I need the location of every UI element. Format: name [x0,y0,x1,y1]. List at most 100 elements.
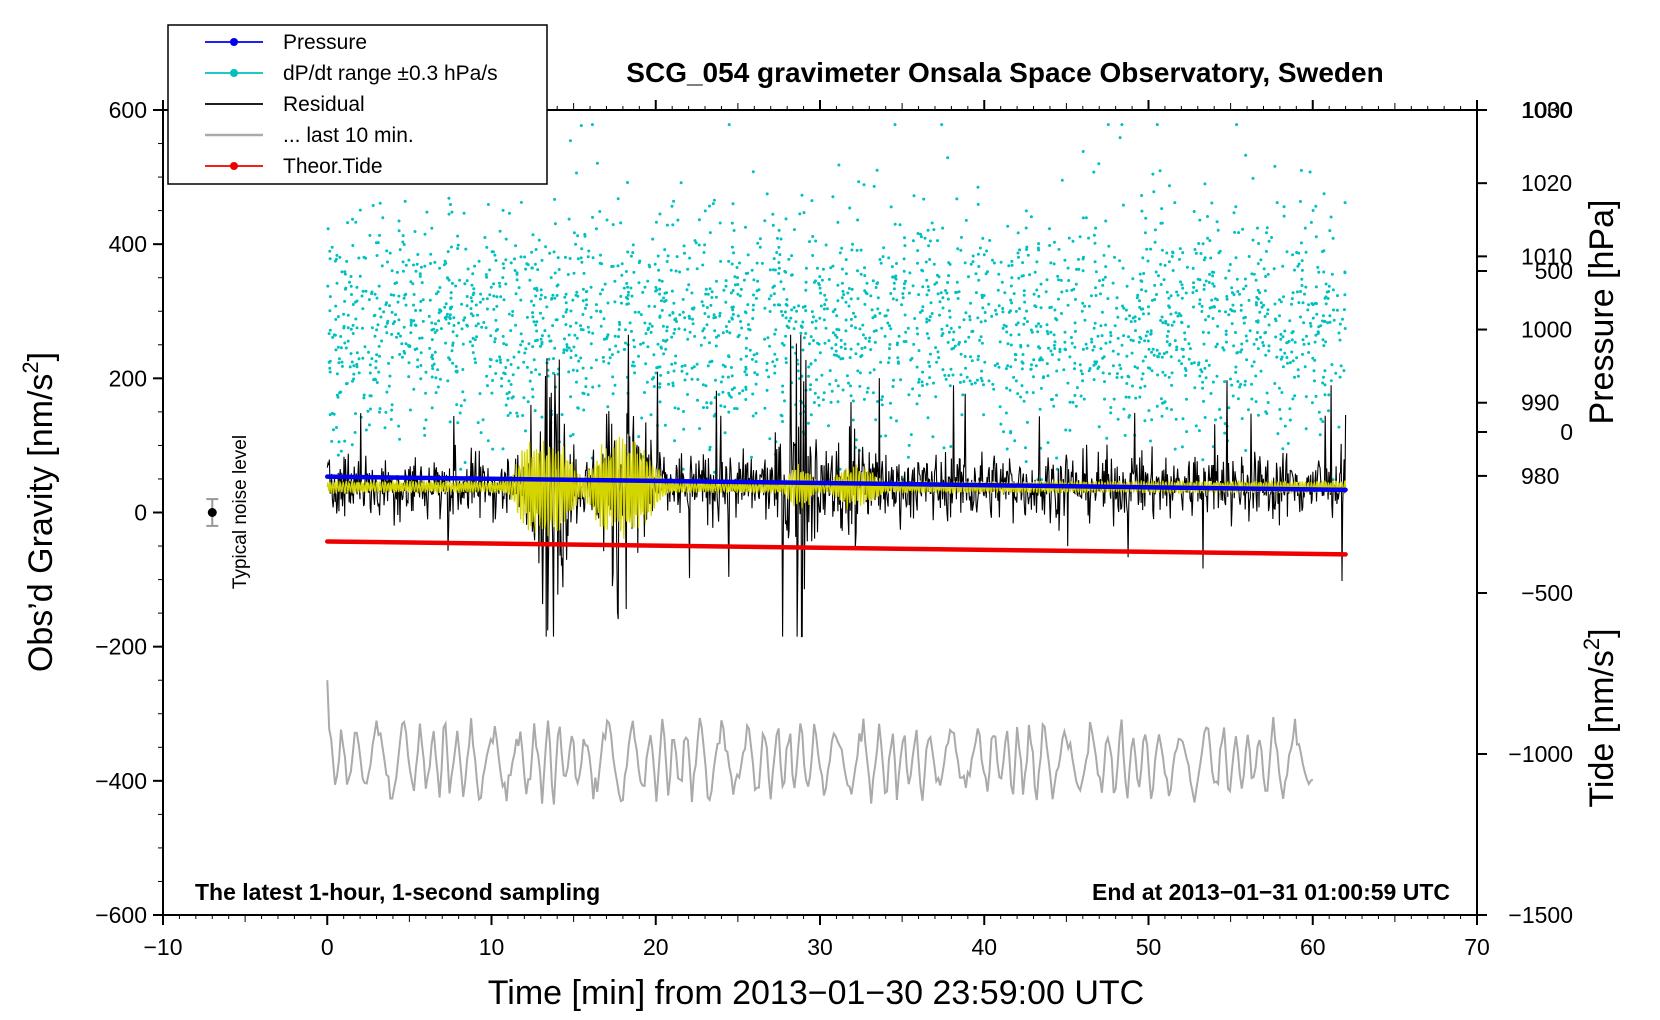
dpdt-point [1180,296,1184,300]
dpdt-point [1178,247,1182,251]
dpdt-point [958,380,962,384]
dpdt-point [814,279,817,283]
dpdt-point [806,421,810,425]
dpdt-point [1224,276,1228,280]
dpdt-point [1230,286,1234,290]
dpdt-point [403,199,407,203]
dpdt-point [784,334,788,338]
dpdt-point [357,371,361,375]
dpdt-point [688,256,692,260]
dpdt-point [565,343,569,347]
dpdt-point [1343,293,1347,297]
dpdt-point [730,388,734,391]
dpdt-point [473,357,477,361]
dpdt-point [1245,339,1249,343]
dpdt-point [490,391,494,395]
dpdt-point [580,247,584,251]
dpdt-point [375,296,379,300]
dpdt-point [471,272,475,276]
dpdt-point [1097,162,1101,166]
dpdt-point [1159,397,1163,401]
dpdt-point [482,321,486,324]
dpdt-point [630,364,634,368]
dpdt-point [476,421,480,425]
last-10-min-line [326,680,1314,805]
dpdt-point [535,320,539,324]
dpdt-point [1165,406,1169,410]
dpdt-point [352,377,356,381]
dpdt-point [1103,397,1106,401]
dpdt-point [388,304,391,308]
dpdt-point [831,195,835,199]
dpdt-point [519,343,523,347]
dpdt-point [731,305,735,309]
dpdt-point [444,261,448,265]
dpdt-point [1239,308,1243,312]
dpdt-point [922,197,926,201]
dpdt-point [1270,236,1274,239]
dpdt-point [768,268,772,272]
legend-label-tide: Theor.Tide [283,155,383,178]
dpdt-point [892,281,896,285]
dpdt-point [1037,345,1040,349]
dpdt-point [540,342,544,346]
y-left-tick-label: 200 [109,365,147,391]
dpdt-point [1201,380,1205,384]
dpdt-point [575,369,579,373]
dpdt-point [1093,241,1097,245]
dpdt-point [991,258,994,262]
dpdt-point [750,357,754,361]
dpdt-point [1046,441,1050,445]
dpdt-point [1035,260,1039,264]
dpdt-point [594,358,598,362]
dpdt-point [891,385,895,388]
dpdt-point [912,194,916,198]
dpdt-point [1290,297,1294,301]
dpdt-point [683,251,686,255]
dpdt-point [1004,324,1008,328]
dpdt-point [681,297,685,301]
dpdt-point [777,272,781,275]
dpdt-point [350,293,353,296]
dpdt-point [811,235,815,238]
dpdt-point [670,362,674,366]
dpdt-point [863,266,866,270]
dpdt-point [501,276,505,280]
dpdt-point [907,393,911,397]
dpdt-point [1146,339,1150,343]
y-pressure-tick-label: 1020 [1521,170,1572,196]
legend-marker-dpdt [230,69,238,77]
dpdt-point [882,246,886,250]
dpdt-point [1059,278,1063,282]
dpdt-point [685,288,689,292]
dpdt-point [1322,249,1326,253]
dpdt-point [699,343,703,347]
dpdt-point [934,395,938,399]
dpdt-point [1049,305,1053,309]
dpdt-point [538,372,541,376]
dpdt-point [1082,397,1086,401]
dpdt-point [1180,283,1184,287]
dpdt-point [638,259,642,263]
dpdt-point [348,280,351,284]
dpdt-point [589,342,593,346]
dpdt-point [887,361,890,365]
dpdt-point [1279,337,1283,341]
dpdt-point [830,389,834,393]
dpdt-point [508,411,512,415]
dpdt-point [641,341,645,345]
dpdt-point [1199,252,1203,255]
dpdt-point [858,371,862,375]
dpdt-point [402,325,406,329]
dpdt-point [465,279,469,283]
dpdt-point [397,424,401,428]
dpdt-point [1109,411,1113,415]
dpdt-point [456,421,460,425]
dpdt-point [865,390,869,394]
dpdt-point [820,373,824,377]
dpdt-point [704,287,708,291]
dpdt-point [1239,382,1243,386]
dpdt-point [397,294,401,298]
dpdt-point [1020,384,1024,388]
dpdt-point [584,385,588,389]
